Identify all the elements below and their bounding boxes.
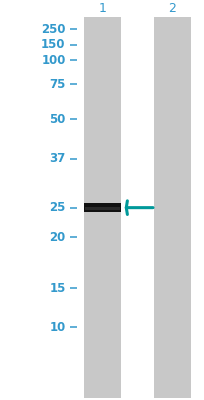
Text: 2: 2 — [167, 2, 175, 14]
Bar — [153, 17, 190, 398]
Bar — [84, 203, 120, 212]
Text: 150: 150 — [41, 38, 65, 51]
Text: 10: 10 — [49, 321, 65, 334]
Text: 25: 25 — [49, 201, 65, 214]
Text: 1: 1 — [98, 2, 106, 14]
Text: 15: 15 — [49, 282, 65, 295]
Bar — [85, 207, 119, 210]
Text: 250: 250 — [41, 22, 65, 36]
Text: 50: 50 — [49, 113, 65, 126]
Bar — [84, 17, 120, 398]
Text: 37: 37 — [49, 152, 65, 165]
Text: 20: 20 — [49, 230, 65, 244]
Text: 75: 75 — [49, 78, 65, 90]
Text: 100: 100 — [41, 54, 65, 67]
